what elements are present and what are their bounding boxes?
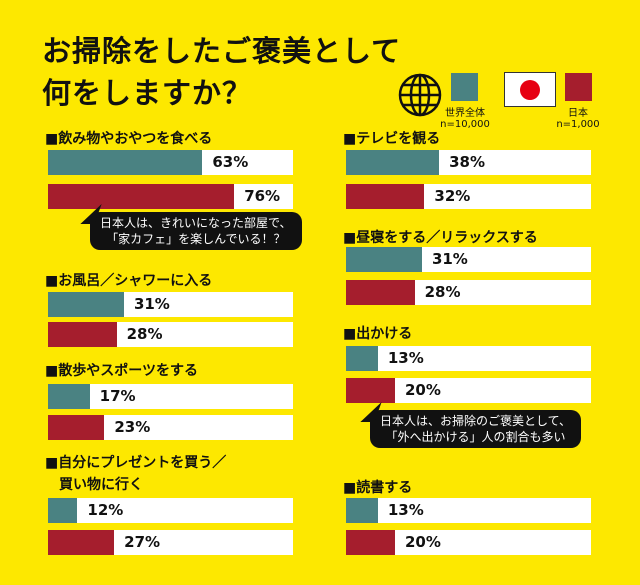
bar-track: 12% — [48, 498, 293, 523]
category-label: ■自分にプレゼントを買う／ 買い物に行く — [45, 455, 227, 493]
category-label: ■テレビを観る — [343, 131, 441, 147]
legend-name: 世界全体 — [445, 108, 485, 119]
category-label: ■出かける — [343, 326, 413, 342]
category-label: ■お風呂／シャワーに入る — [45, 273, 213, 289]
bar-world — [48, 384, 90, 409]
bar-world — [48, 150, 203, 175]
data-label: 20% — [405, 381, 441, 399]
data-label: 31% — [431, 250, 468, 268]
bar-japan — [48, 184, 235, 209]
legend-name: 日本 — [568, 108, 588, 119]
data-label: 28% — [424, 283, 461, 301]
legend-label-world: 世界全体 n=10,000 — [430, 108, 500, 130]
callout-line: 「家カフェ」を楽しんでいる！？ — [106, 232, 286, 246]
bar-track: 63% — [48, 150, 293, 175]
data-label: 27% — [124, 533, 161, 551]
legend-label-japan: 日本 n=1,000 — [545, 108, 611, 130]
japan-flag-icon — [504, 72, 556, 107]
bar-japan — [346, 378, 395, 403]
callout: 日本人は、お掃除のご褒美として、 「外へ出かける」人の割合も多い — [360, 402, 582, 448]
globe-icon — [398, 73, 442, 117]
bar-japan — [48, 322, 117, 347]
bar-japan — [48, 530, 115, 555]
legend-swatch-world — [451, 73, 478, 101]
bar-world — [346, 150, 440, 175]
bar-world — [48, 292, 124, 317]
data-label: 20% — [405, 533, 441, 551]
bar-track: 38% — [346, 150, 591, 175]
callout-tail — [360, 402, 382, 422]
bar-track: 31% — [346, 247, 591, 272]
title-line-1: お掃除をしたご褒美として — [42, 34, 402, 68]
bar-track: 17% — [48, 384, 293, 409]
data-label: 76% — [244, 187, 281, 205]
bar-world — [346, 498, 378, 523]
bar-japan — [48, 415, 105, 440]
bar-track: 31% — [48, 292, 293, 317]
callout: 日本人は、きれいになった部屋で、 「家カフェ」を楽しんでいる！？ — [80, 204, 302, 250]
callout-line: 日本人は、お掃除のご褒美として、 — [380, 414, 572, 428]
bar-japan — [346, 280, 415, 305]
bar-track: 28% — [346, 280, 591, 305]
legend-n: n=10,000 — [440, 119, 490, 130]
category-label: ■昼寝をする／リラックスする — [343, 230, 538, 246]
data-label: 23% — [114, 418, 151, 436]
bar-japan — [346, 184, 425, 209]
bar-japan — [346, 530, 395, 555]
legend-swatch-japan — [565, 73, 592, 101]
bar-world — [346, 247, 422, 272]
bar-track: 76% — [48, 184, 293, 209]
data-label: 13% — [387, 501, 424, 519]
bar-track: 13% — [346, 498, 591, 523]
category-label: ■散歩やスポーツをする — [45, 363, 198, 379]
bar-track: 28% — [48, 322, 293, 347]
bar-world — [48, 498, 78, 523]
bar-world — [346, 346, 378, 371]
bar-track: 20% — [346, 530, 591, 555]
bar-track: 23% — [48, 415, 293, 440]
callout-line: 「外へ出かける」人の割合も多い — [385, 430, 566, 444]
data-label: 32% — [434, 187, 471, 205]
bar-track: 32% — [346, 184, 591, 209]
data-label: 17% — [99, 387, 136, 405]
data-label: 28% — [126, 325, 163, 343]
bar-track: 20% — [346, 378, 591, 403]
bar-track: 27% — [48, 530, 293, 555]
data-label: 38% — [449, 153, 485, 171]
data-label: 13% — [387, 349, 424, 367]
bar-track: 13% — [346, 346, 591, 371]
legend-n: n=1,000 — [556, 119, 600, 130]
data-label: 63% — [212, 153, 249, 171]
category-label: ■読書する — [343, 480, 413, 496]
data-label: 12% — [87, 501, 124, 519]
data-label: 31% — [133, 295, 170, 313]
callout-line: 日本人は、きれいになった部屋で、 — [100, 216, 292, 230]
category-label: ■飲み物やおやつを食べる — [45, 131, 213, 147]
title-line-2: 何をしますか？ — [42, 76, 253, 110]
